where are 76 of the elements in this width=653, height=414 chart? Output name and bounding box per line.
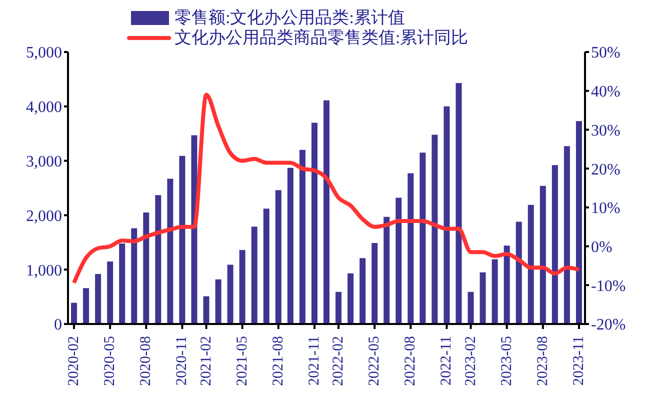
bar [107, 261, 114, 324]
bar [576, 121, 582, 324]
y2-tick-label: 0% [591, 238, 612, 256]
bar [167, 178, 174, 324]
x-tick-label: 2022-08 [402, 336, 419, 386]
bar [179, 156, 186, 324]
x-tick-label: 2020-05 [102, 336, 118, 386]
bar [191, 135, 198, 324]
x-tick-label: 2021-08 [270, 336, 286, 386]
bar [504, 246, 510, 324]
y2-tick-label: 50% [591, 44, 620, 62]
bar [372, 242, 378, 324]
x-tick-label: 2023-05 [498, 336, 515, 386]
bar [384, 216, 390, 324]
bar [540, 186, 546, 324]
x-tick-label: 2023-08 [534, 336, 551, 386]
bar [444, 106, 450, 324]
bar [215, 279, 222, 324]
y-tick-label: 1,000 [26, 262, 62, 280]
bar [468, 292, 474, 324]
x-tick-label: 2021-02 [198, 336, 214, 386]
bar [564, 146, 570, 324]
x-tick-label: 2022-05 [366, 336, 383, 386]
bar [263, 208, 270, 324]
bar [323, 100, 330, 324]
bar [131, 228, 138, 324]
bar [516, 222, 522, 324]
bar [203, 296, 210, 324]
line-series [72, 92, 581, 285]
legend-label: 文化办公用品类商品零售类值:累计同比 [174, 28, 468, 48]
y2-tick-label: 20% [591, 161, 620, 178]
bar [143, 212, 150, 324]
x-tick-label: 2021-05 [234, 336, 250, 386]
bar [492, 259, 498, 324]
bar [420, 152, 426, 324]
bar [299, 150, 306, 324]
bar [311, 122, 318, 324]
bar [432, 134, 438, 324]
x-tick-label: 2020-08 [138, 336, 154, 386]
x-tick-label: 2020-02 [66, 336, 82, 386]
bar [227, 264, 234, 324]
y-tick-label: 2,000 [26, 208, 62, 225]
x-tick-label: 2022-11 [438, 336, 455, 386]
x-tick-label: 2023-11 [570, 336, 587, 386]
bar [480, 272, 486, 324]
bar [71, 302, 77, 324]
bar [408, 173, 414, 324]
x-tick-label: 2021-11 [306, 336, 322, 386]
y2-tick-label: 40% [591, 84, 620, 101]
x-tick-label: 2022-02 [330, 336, 347, 386]
bar [528, 204, 534, 324]
y-tick-label: 3,000 [26, 153, 62, 170]
bar [348, 273, 354, 324]
y-tick-label: 4,000 [26, 99, 62, 116]
bar [456, 83, 462, 324]
bar [83, 288, 90, 324]
y-tick-label: 0 [54, 316, 62, 334]
bar [360, 258, 366, 324]
bar [251, 226, 258, 324]
legend-label: 零售额:文化办公用品类:累计值 [174, 8, 405, 28]
bar [119, 243, 126, 324]
bar [336, 292, 342, 324]
bar [396, 198, 402, 324]
bar [155, 195, 162, 324]
y2-tick-label: -10% [591, 278, 626, 295]
bar [275, 190, 282, 324]
y2-tick-label: -20% [591, 316, 626, 334]
bar [287, 168, 294, 324]
bar [95, 274, 102, 324]
y2-tick-label: 10% [591, 200, 620, 218]
y-tick-label: 5,000 [26, 44, 62, 62]
x-tick-label: 2023-02 [462, 336, 479, 386]
bar [239, 250, 246, 324]
bar [552, 165, 558, 324]
y2-tick-label: 30% [591, 122, 620, 140]
x-tick-label: 2020-11 [174, 336, 190, 386]
